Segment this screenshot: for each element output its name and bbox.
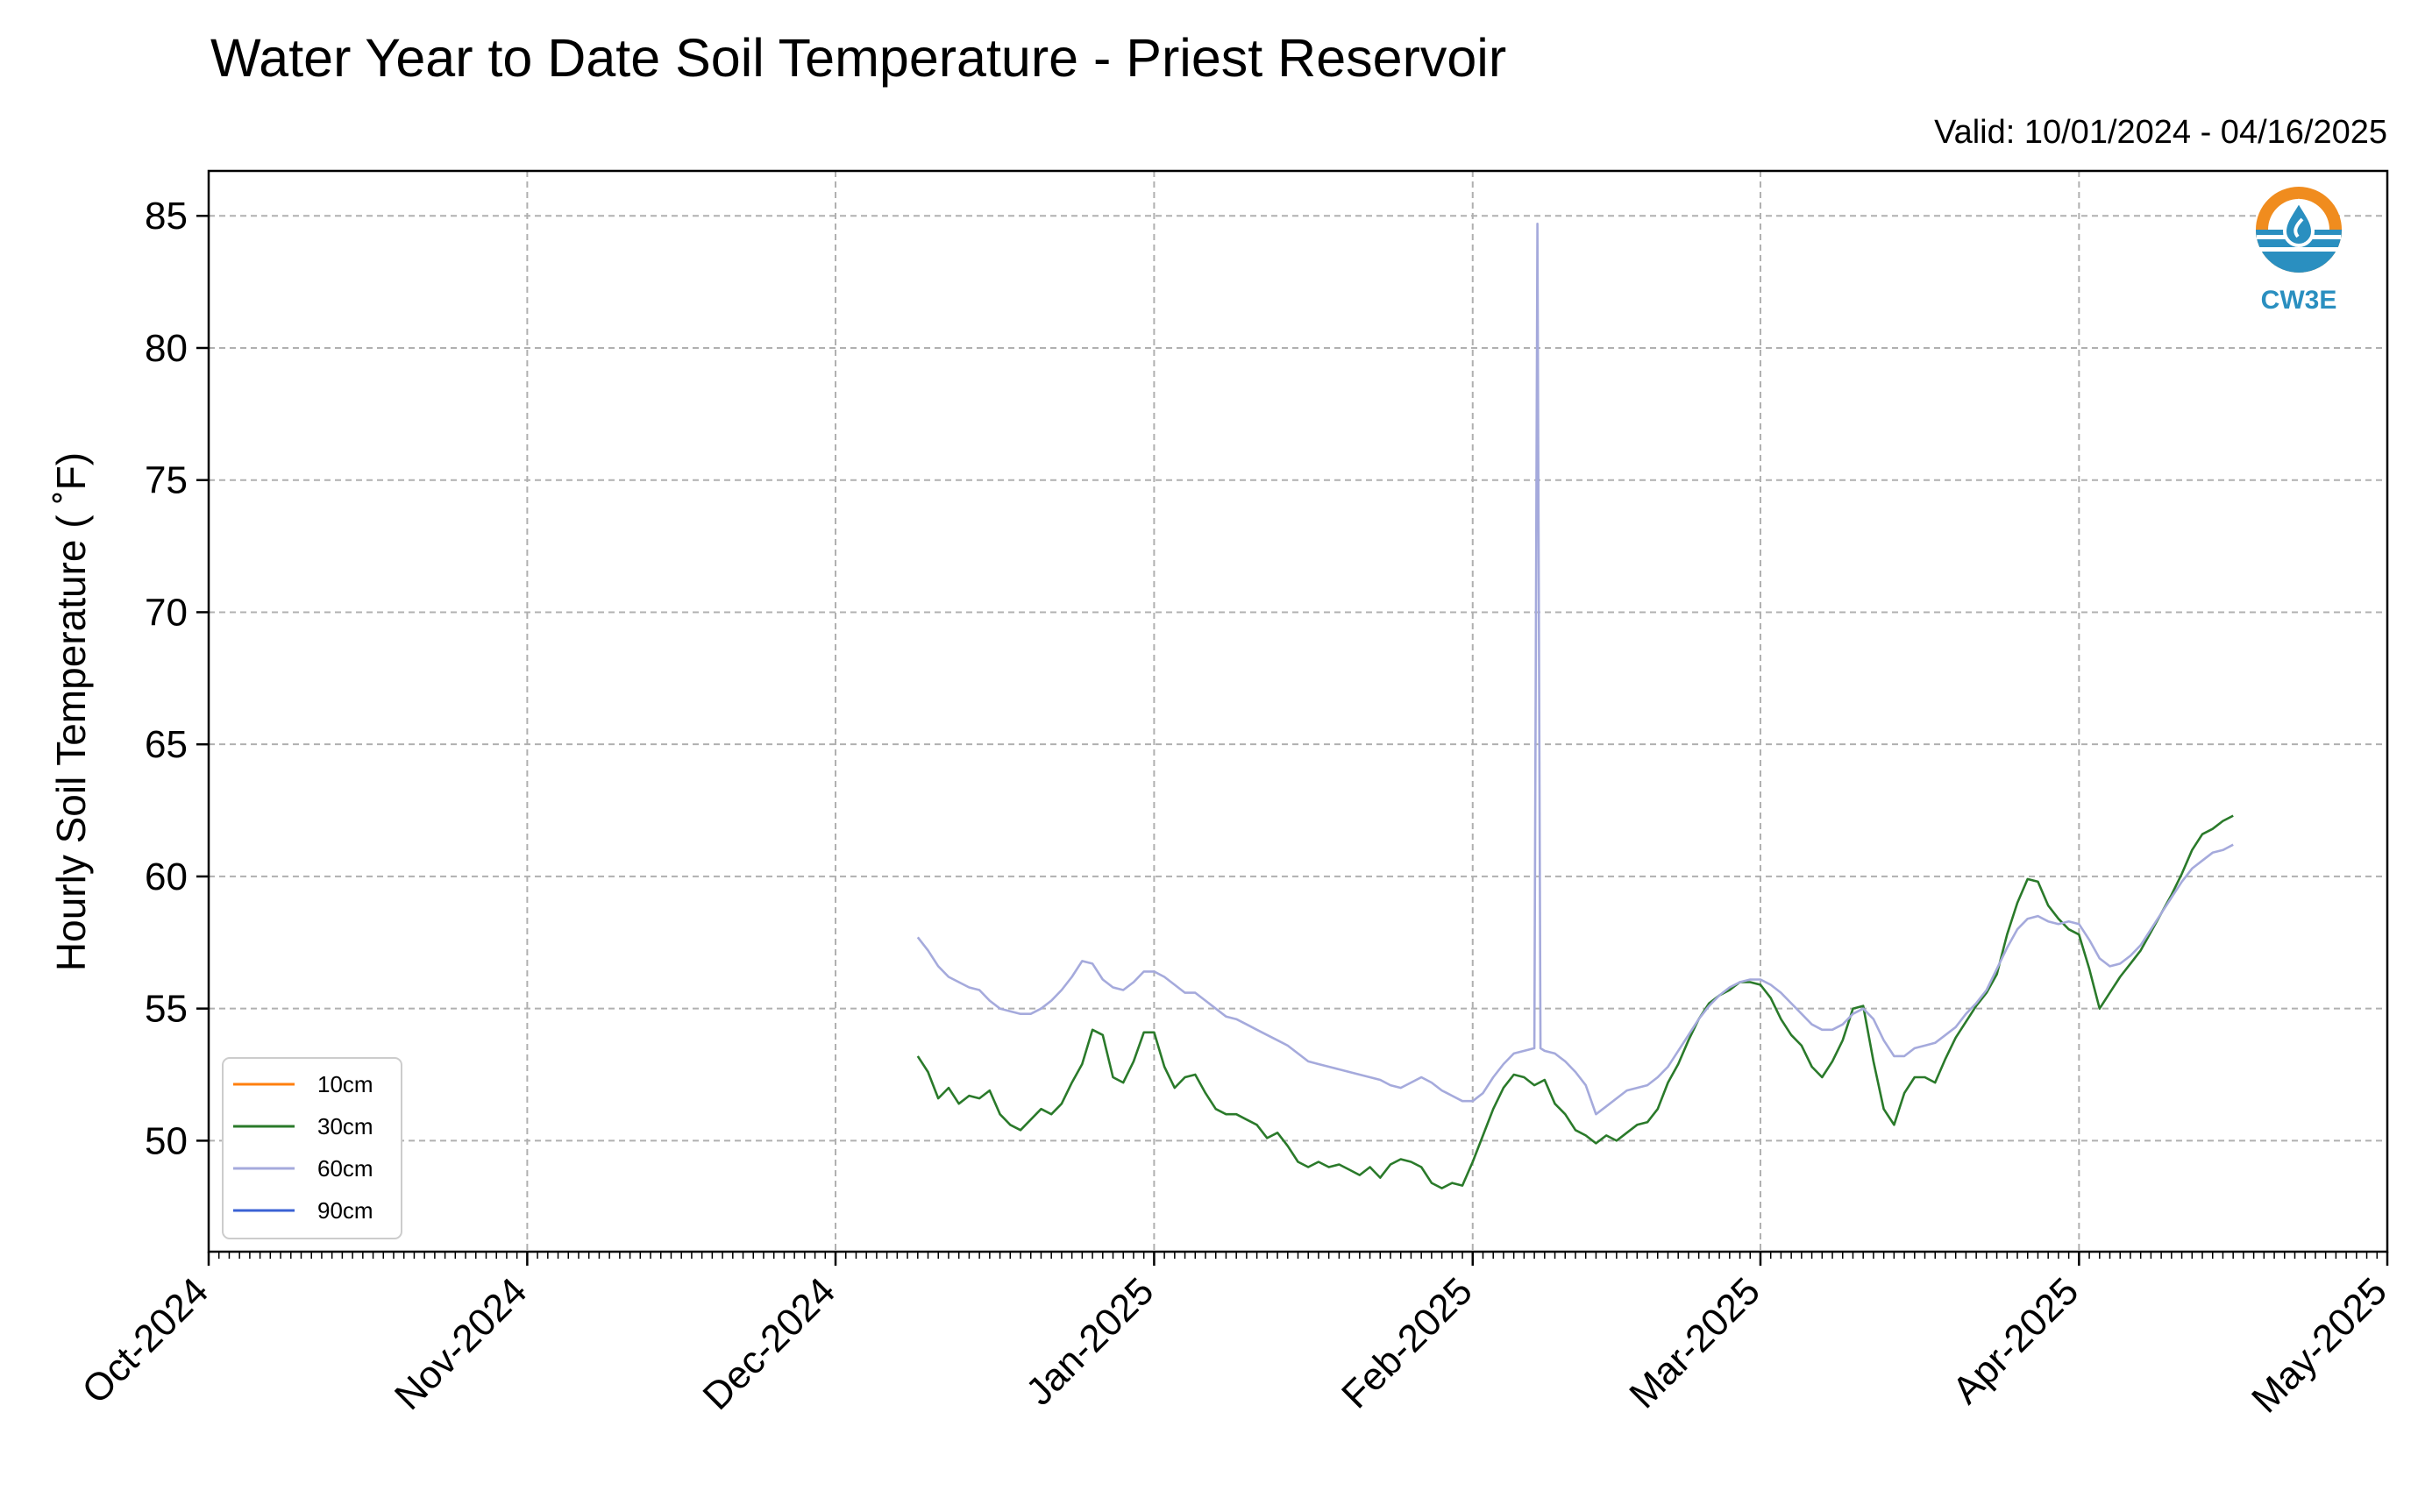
- y-tick-label: 65: [145, 723, 188, 766]
- grid: [208, 171, 2388, 1252]
- x-tick-label: Oct-2024: [74, 1269, 217, 1412]
- cw3e-logo: CW3E: [2256, 187, 2342, 315]
- x-axis-ticks: Oct-2024 Nov-2024 Dec-2024 Jan-2025 Feb-2025…: [74, 1252, 2395, 1421]
- y-tick-label: 55: [145, 988, 188, 1031]
- legend-frame: [222, 1057, 402, 1239]
- x-tick-label: Feb-2025: [1333, 1269, 1481, 1416]
- logo-text: CW3E: [2261, 286, 2337, 315]
- legend-label-90cm: 90cm: [317, 1197, 373, 1224]
- x-tick-label: Mar-2025: [1621, 1269, 1768, 1416]
- plot-frame: [207, 169, 2389, 1253]
- x-tick-label: Nov-2024: [387, 1269, 536, 1418]
- legend-label-60cm: 60cm: [317, 1155, 373, 1182]
- series-lines: [916, 223, 2234, 1189]
- series-line-30cm: [916, 814, 2234, 1189]
- x-tick-label: May-2025: [2244, 1269, 2395, 1421]
- x-tick-label: Jan-2025: [1018, 1269, 1162, 1413]
- legend: 10cm 30cm 60cm 90cm: [222, 1057, 402, 1239]
- y-tick-label: 85: [145, 195, 188, 238]
- y-axis-ticks: 50 55 60 65 70 75 80 85: [145, 195, 209, 1162]
- y-tick-label: 60: [145, 855, 188, 898]
- x-tick-label: Apr-2025: [1945, 1269, 2087, 1412]
- y-tick-label: 80: [145, 327, 188, 370]
- x-tick-label: Dec-2024: [695, 1269, 844, 1418]
- y-tick-label: 50: [145, 1119, 188, 1162]
- chart-subtitle: Valid: 10/01/2024 - 04/16/2025: [1934, 114, 2387, 151]
- legend-label-10cm: 10cm: [317, 1071, 373, 1097]
- y-tick-label: 70: [145, 591, 188, 634]
- chart-title: Water Year to Date Soil Temperature - Pr…: [210, 28, 1506, 88]
- legend-label-30cm: 30cm: [317, 1113, 373, 1139]
- series-line-60cm: [916, 223, 2234, 1116]
- y-tick-label: 75: [145, 459, 188, 502]
- y-axis-label: Hourly Soil Temperature ( ˚F): [48, 452, 94, 971]
